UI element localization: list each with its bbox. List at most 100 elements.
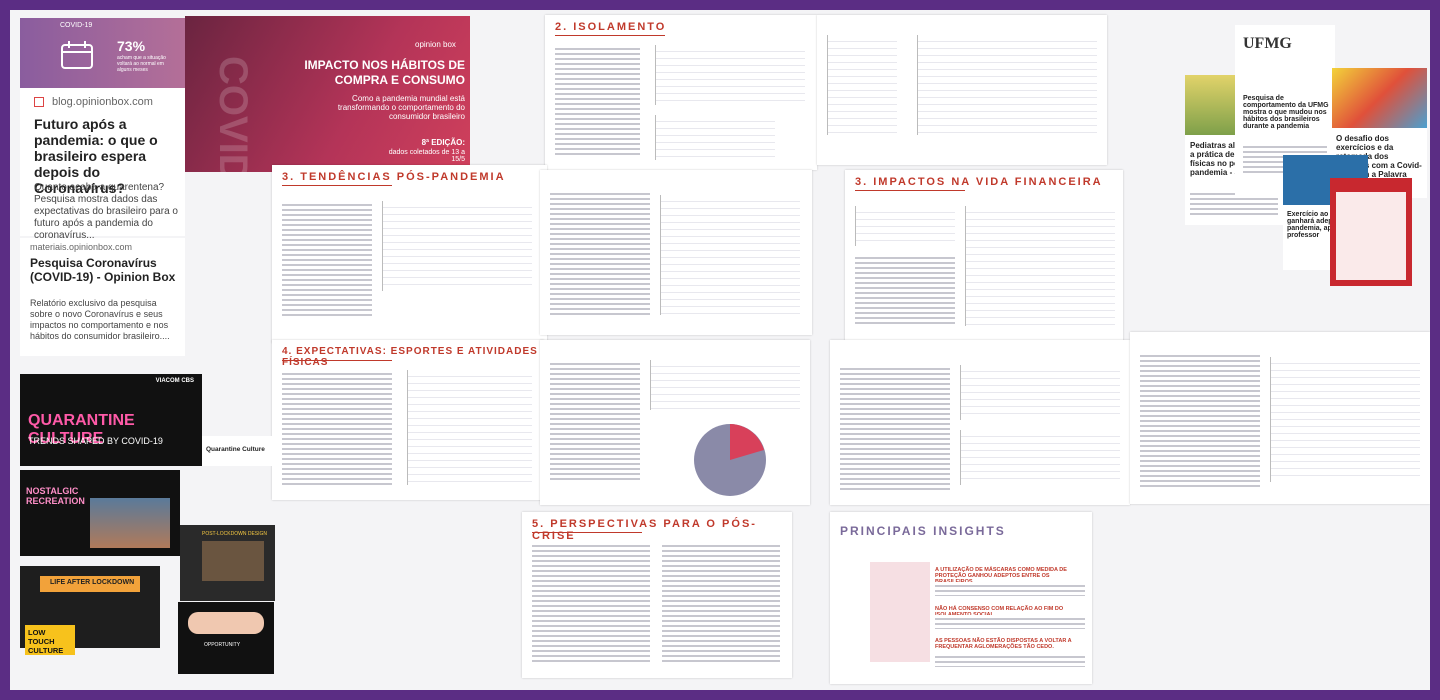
- chart-placeholder: [965, 206, 1115, 326]
- board: COVID-19 73% acham que a situação voltar…: [10, 10, 1430, 690]
- pie-illustration: [694, 424, 766, 496]
- culture-cover: VIACOM CBS QUARANTINE CULTURE TRENDS SHA…: [20, 374, 202, 466]
- slide-perspectivas: 5. PERSPECTIVAS PARA O PÓS-CRISE: [522, 512, 792, 678]
- chart-placeholder: [855, 206, 955, 246]
- slide-heading: 2. ISOLAMENTO: [555, 21, 667, 33]
- chart-placeholder: [960, 365, 1120, 420]
- opportunity-card: OPPORTUNITY: [178, 602, 274, 674]
- source: materiais.opinionbox.com: [30, 242, 133, 252]
- culture-subtitle: TRENDS SHAPED BY COVID-19: [28, 436, 163, 446]
- slide-chart: [540, 340, 810, 505]
- text-placeholder: [532, 542, 650, 662]
- label: NOSTALGIC RECREATION: [26, 486, 85, 506]
- text-placeholder: [555, 45, 640, 155]
- slide-chart: [540, 170, 812, 335]
- title: Futuro após a pandemia: o que o brasilei…: [34, 116, 158, 196]
- image-block: [90, 498, 170, 548]
- slide-insights: PRINCIPAIS INSIGHTS A UTILIZAÇÃO DE MÁSC…: [830, 512, 1092, 684]
- slide-chart: [817, 15, 1107, 165]
- chart-placeholder: [655, 45, 805, 105]
- cover-title: IMPACTO NOS HÁBITOS DE COMPRA E CONSUMO: [304, 58, 465, 87]
- article-image: [1332, 68, 1427, 128]
- text-placeholder: [935, 615, 1085, 629]
- image-block: [202, 541, 264, 581]
- stat: 73%: [117, 38, 146, 54]
- slide-isolamento: 2. ISOLAMENTO: [545, 15, 817, 170]
- text-placeholder: [550, 190, 650, 315]
- brand: opinion box: [415, 40, 456, 49]
- chart-placeholder: [382, 201, 532, 291]
- slide-tendencias: 3. TENDÊNCIAS PÓS-PANDEMIA: [272, 165, 547, 343]
- text-placeholder: [935, 653, 1085, 667]
- heading-rule: [555, 35, 665, 36]
- article-title: Exercício ao ar livre ganhará adeptos pó…: [1287, 211, 1360, 239]
- chart-placeholder: [660, 195, 800, 315]
- label: POST-LOCKDOWN DESIGN: [202, 531, 268, 537]
- chart-placeholder: [407, 370, 532, 485]
- image-block: [188, 612, 264, 634]
- heading-rule: [282, 360, 392, 361]
- text-placeholder: [282, 201, 372, 316]
- title: Pesquisa Coronavírus (COVID-19) - Opinio…: [30, 256, 176, 284]
- ufmg-logo: UFMG: [1243, 35, 1292, 52]
- brand: VIACOM CBS: [155, 378, 194, 384]
- culture-caption: Quarantine Culture: [206, 446, 265, 453]
- edition: 8ª EDIÇÃO:: [421, 138, 465, 147]
- slide-expectativas: 4. EXPECTATIVAS: ESPORTES E ATIVIDADES F…: [272, 340, 544, 500]
- label: LOW TOUCH CULTURE: [28, 628, 64, 655]
- calendar-icon: [61, 41, 93, 69]
- chart-placeholder: [655, 115, 775, 160]
- blog-image: COVID-19 73% acham que a situação voltar…: [20, 18, 185, 88]
- post-lockdown-card: POST-LOCKDOWN DESIGN: [180, 525, 275, 601]
- text-placeholder: [550, 360, 640, 480]
- slide-heading: 3. IMPACTOS NA VIDA FINANCEIRA: [855, 176, 1103, 188]
- source: blog.opinionbox.com: [52, 96, 153, 108]
- cover-subtitle: Como a pandemia mundial está transforman…: [337, 94, 465, 121]
- slide-heading: 3. TENDÊNCIAS PÓS-PANDEMIA: [282, 171, 506, 183]
- heading-rule: [855, 190, 965, 191]
- slide-heading: 5. PERSPECTIVAS PARA O PÓS-CRISE: [532, 518, 757, 542]
- description: Quanto acaba a quarentena? Pesquisa most…: [34, 182, 178, 241]
- favicon: [34, 97, 44, 107]
- text-placeholder: [855, 254, 955, 324]
- icons-panel: [870, 562, 930, 662]
- nostalgic-card: NOSTALGIC RECREATION: [20, 470, 180, 556]
- watermark: COVID-19: [211, 56, 255, 172]
- slide-chart: [830, 340, 1130, 505]
- slide-heading: PRINCIPAIS INSIGHTS: [840, 524, 1006, 538]
- article-title: Pediatras alertam para a prática de ativ…: [1190, 141, 1276, 177]
- description: Relatório exclusivo da pesquisa sobre o …: [30, 298, 170, 341]
- culture-caption-card: Quarantine Culture: [202, 436, 272, 466]
- article-title: Pesquisa de comportamento da UFMG mostra…: [1243, 95, 1329, 130]
- culture-title: QUARANTINE CULTURE: [28, 412, 135, 447]
- blog-card[interactable]: COVID-19 73% acham que a situação voltar…: [20, 18, 185, 241]
- low-touch-card: LOW TOUCH CULTURE: [25, 625, 75, 655]
- label: LIFE AFTER LOCKDOWN: [50, 579, 135, 586]
- materials-card[interactable]: materiais.opinionbox.com Pesquisa Corona…: [20, 238, 185, 356]
- cover-slide: COVID-19 opinion box IMPACTO NOS HÁBITOS…: [185, 16, 470, 172]
- label: OPPORTUNITY: [204, 642, 241, 648]
- text-placeholder: [935, 582, 1085, 596]
- chart-placeholder: [827, 35, 897, 135]
- text-placeholder: [282, 370, 392, 485]
- image-block: [40, 576, 140, 592]
- slide-heading: 4. EXPECTATIVAS: ESPORTES E ATIVIDADES F…: [282, 346, 538, 368]
- chart-placeholder: [650, 360, 800, 410]
- chart-placeholder: [917, 35, 1097, 135]
- text-placeholder: [840, 365, 950, 490]
- slide-financeira: 3. IMPACTOS NA VIDA FINANCEIRA: [845, 170, 1123, 342]
- chart-placeholder: [1270, 357, 1420, 482]
- heading-rule: [282, 185, 392, 186]
- slide-chart: [1130, 332, 1430, 504]
- image-block: [1336, 192, 1406, 280]
- dates: dados coletados de 13 a 15/5: [388, 149, 465, 163]
- stat-caption: acham que a situação voltará ao normal e…: [117, 55, 166, 73]
- badge: COVID-19: [60, 22, 93, 29]
- heading-rule: [532, 532, 642, 533]
- chart-placeholder: [960, 430, 1120, 485]
- newspaper-clip: [1330, 178, 1412, 286]
- text-placeholder: [662, 542, 780, 662]
- insight: AS PESSOAS NÃO ESTÃO DISPOSTAS A VOLTAR …: [935, 638, 1072, 650]
- text-placeholder: [1140, 352, 1260, 487]
